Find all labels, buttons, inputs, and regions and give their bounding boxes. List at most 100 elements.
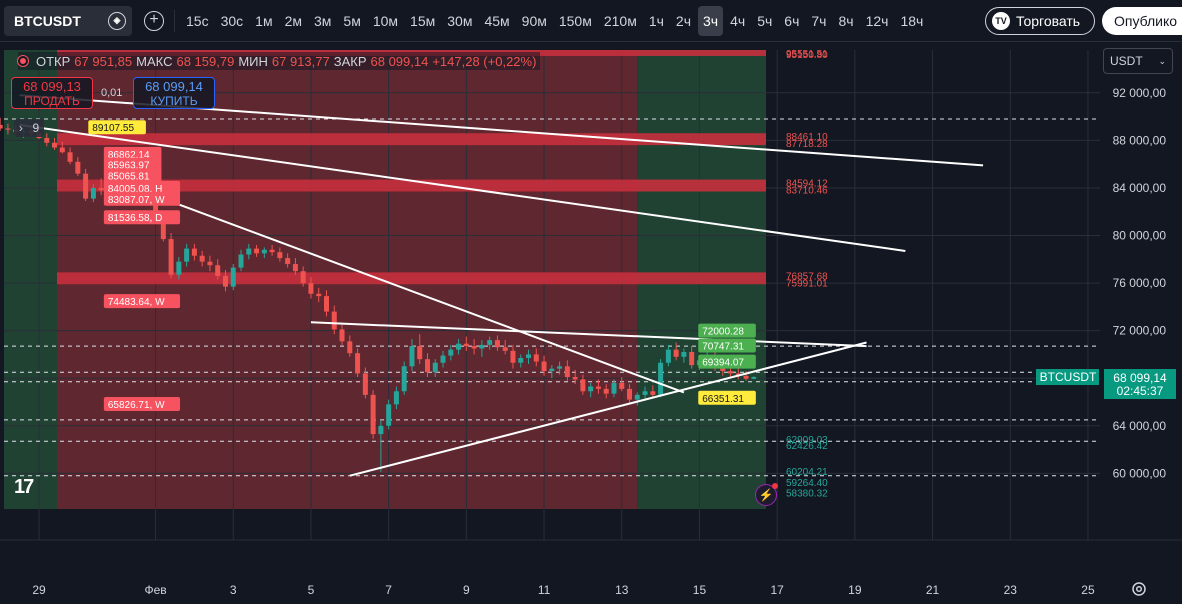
candle-body-50: [386, 404, 392, 426]
interval-7[interactable]: 15м: [410, 12, 436, 29]
symbol-price-badge: [1036, 369, 1099, 386]
ohlc-legend: ОТКР 67 951,85 МАКС 68 159,79 МИН 67 913…: [18, 52, 541, 70]
candle-body-38: [292, 264, 298, 272]
interval-5[interactable]: 5м: [343, 12, 361, 29]
chart-area[interactable]: 95551.51 95150.80 88461.10 87718.28 84594.12…: [0, 42, 1182, 604]
sell-label: ПРОДАТЬ: [24, 94, 80, 108]
interval-2[interactable]: 1м: [255, 12, 273, 29]
interval-20[interactable]: 8ч: [838, 12, 854, 29]
interval-22[interactable]: 18ч: [900, 12, 924, 29]
candle-body-24: [184, 248, 190, 262]
sell-button[interactable]: 68 099,13 ПРОДАТЬ: [11, 77, 93, 109]
candle-body-55: [425, 359, 430, 373]
band-label-top-1: 88461.10: [786, 132, 828, 143]
candle-body-49: [378, 425, 384, 435]
change-value: +147,28 (+0,22%): [432, 53, 537, 69]
interval-21[interactable]: 12ч: [865, 12, 889, 29]
interval-6[interactable]: 10м: [372, 12, 399, 29]
low-value: 67 913,77: [271, 53, 330, 69]
symbol-info-icon[interactable]: ◈: [108, 11, 126, 30]
interval-12[interactable]: 210м: [603, 12, 637, 29]
interval-17[interactable]: 5ч: [757, 12, 773, 29]
candle-body-74: [572, 377, 578, 380]
interval-19[interactable]: 7ч: [811, 12, 827, 29]
candle-body-81: [627, 388, 633, 400]
candle-body-37: [285, 258, 291, 265]
candle-body-20: [153, 199, 159, 215]
interval-3[interactable]: 2м: [284, 12, 302, 29]
resistance-band-2: [57, 179, 766, 192]
gear-icon[interactable]: [1130, 580, 1148, 598]
interval-14[interactable]: 2ч: [675, 12, 692, 29]
candle-body-72: [557, 366, 563, 369]
band-label-top-2: 84594.12: [786, 179, 828, 190]
bar-countdown: 02:45:37: [1117, 384, 1164, 398]
candle-body-96: [743, 375, 749, 379]
candle-body-27: [207, 261, 213, 266]
alert-lightning-icon[interactable]: ⚡: [755, 483, 778, 506]
interval-9[interactable]: 45м: [484, 12, 510, 29]
x-tick-0: 29: [32, 583, 46, 597]
price-tag-7: [103, 294, 181, 309]
trade-button[interactable]: TV Торговать: [985, 7, 1095, 35]
candle-body-67: [518, 357, 524, 363]
price-tag-5: [103, 191, 181, 206]
indicators-toggle[interactable]: › 9: [14, 119, 44, 137]
interval-13[interactable]: 1ч: [648, 12, 664, 29]
interval-16[interactable]: 4ч: [730, 12, 746, 29]
buy-button[interactable]: 68 099,14 КУПИТЬ: [133, 77, 215, 109]
candle-body-26: [199, 255, 205, 262]
x-tick-11: 21: [926, 583, 940, 597]
band-label-top-0: 95551.51: [786, 49, 828, 60]
candle-body-10: [75, 161, 81, 174]
tradingview-logo[interactable]: 17: [14, 476, 34, 498]
candle-body-64: [494, 340, 500, 348]
interval-1[interactable]: 30с: [220, 12, 244, 29]
candle-body-29: [222, 275, 228, 287]
x-tick-10: 19: [848, 583, 862, 597]
interval-list: 15с 30с 1м 2м 3м 5м 10м 15м 30м 45м 90м 150м 210м 1ч 2…: [181, 0, 930, 42]
candle-body-84: [650, 391, 656, 395]
candle-body-77: [595, 386, 601, 389]
candle-body-7: [52, 142, 58, 148]
candle-body-9: [67, 152, 73, 162]
symbol-search-button[interactable]: BTCUSDT ◈: [4, 5, 132, 36]
band-label-bottom-1: 87718.28: [786, 139, 828, 150]
support-label-1: 62426.42: [786, 441, 828, 452]
price-tag-9: [698, 323, 756, 338]
compare-add-icon[interactable]: +: [144, 10, 164, 31]
x-tick-6: 11: [538, 583, 551, 597]
interval-4[interactable]: 3м: [314, 12, 332, 29]
y-tick-3: 80 000,00: [1113, 229, 1167, 243]
candle-body-59: [456, 343, 462, 350]
spread-value: 0,01: [101, 87, 123, 99]
support-label-0: 62909.03: [786, 435, 828, 446]
price-axis[interactable]: [1100, 42, 1182, 604]
price-tag-label-4: 84005.08, H: [108, 184, 163, 195]
interval-10[interactable]: 90м: [521, 12, 547, 29]
candle-body-60: [463, 343, 469, 347]
y-tick-1: 88 000,00: [1113, 133, 1167, 147]
candle-body-28: [215, 265, 221, 276]
open-value: 67 951,85: [74, 53, 133, 69]
candle-body-32: [246, 248, 252, 255]
interval-0[interactable]: 15с: [186, 12, 209, 29]
price-tag-0: [88, 120, 146, 135]
candle-body-30: [230, 267, 236, 287]
trendline-2: [108, 177, 685, 394]
publish-button[interactable]: Опублико: [1102, 7, 1182, 35]
currency-select[interactable]: USDT ⌄: [1103, 48, 1173, 74]
interval-11[interactable]: 150м: [558, 12, 592, 29]
interval-18[interactable]: 6ч: [784, 12, 800, 29]
candle-body-97: [751, 377, 757, 379]
interval-8[interactable]: 30м: [447, 12, 473, 29]
price-tag-label-6: 81536.58, D: [108, 213, 163, 224]
high-label: МАКС: [136, 53, 173, 69]
interval-15[interactable]: 3ч: [698, 5, 724, 36]
price-tag-2: [103, 157, 162, 172]
price-tag-11: [698, 354, 756, 369]
price-tag-6: [103, 210, 181, 225]
candle-body-53: [409, 346, 415, 367]
chevron-down-icon: ⌄: [1158, 56, 1166, 66]
